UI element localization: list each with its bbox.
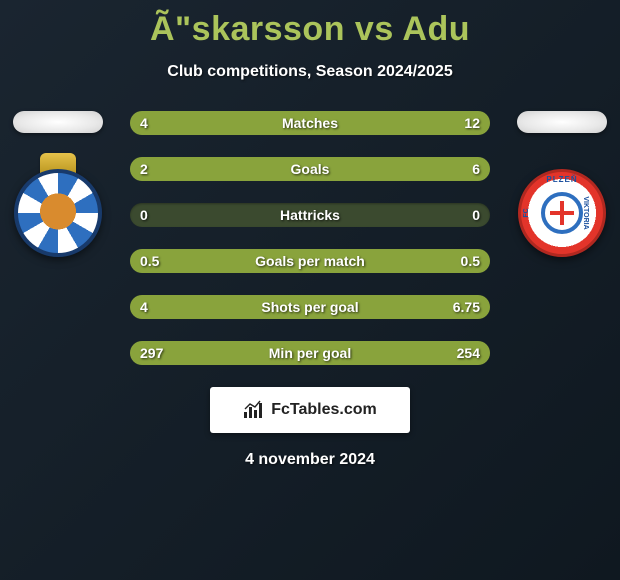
comparison-block: PLZEŇ FC VIKTORIA 4 12 Matches 2 6 Goals 0 0 Hat… <box>0 111 620 365</box>
crest-text-left: FC <box>523 208 530 217</box>
stat-label: Hattricks <box>280 207 340 223</box>
stat-value-right: 0 <box>472 207 480 223</box>
stat-rows: 4 12 Matches 2 6 Goals 0 0 Hattricks 0.5 0.5 Goals … <box>130 111 490 365</box>
crest-graphic-left <box>14 169 102 257</box>
stat-value-right: 254 <box>457 345 480 361</box>
club-crest-left <box>14 169 102 257</box>
stat-value-right: 6 <box>472 161 480 177</box>
stat-fill-right <box>220 111 490 135</box>
club-right: PLZEŇ FC VIKTORIA <box>512 111 612 257</box>
player-pill-left <box>13 111 103 133</box>
crest-text-right: VIKTORIA <box>582 196 589 229</box>
stat-bar: 297 254 Min per goal <box>130 341 490 365</box>
stat-value-left: 4 <box>140 299 148 315</box>
subtitle: Club competitions, Season 2024/2025 <box>0 63 620 81</box>
fctables-label: FcTables.com <box>271 401 377 419</box>
stat-value-left: 0 <box>140 207 148 223</box>
stat-value-left: 297 <box>140 345 163 361</box>
stat-label: Goals <box>291 161 330 177</box>
club-crest-right: PLZEŇ FC VIKTORIA <box>518 169 606 257</box>
club-left <box>8 111 108 257</box>
stat-value-left: 2 <box>140 161 148 177</box>
date-text: 4 november 2024 <box>0 451 620 469</box>
stat-label: Shots per goal <box>261 299 358 315</box>
stat-label: Goals per match <box>255 253 365 269</box>
crest-text-top: PLZEŇ <box>546 175 577 184</box>
stat-bar: 4 12 Matches <box>130 111 490 135</box>
stat-fill-right <box>220 157 490 181</box>
stat-value-left: 0.5 <box>140 253 159 269</box>
stat-bar: 0.5 0.5 Goals per match <box>130 249 490 273</box>
player-pill-right <box>517 111 607 133</box>
stat-value-right: 6.75 <box>453 299 480 315</box>
page-title: Ã"skarsson vs Adu <box>0 0 620 49</box>
bar-chart-icon <box>243 400 265 420</box>
stat-value-right: 0.5 <box>461 253 480 269</box>
stat-fill-left <box>130 295 263 319</box>
stat-bar: 0 0 Hattricks <box>130 203 490 227</box>
stat-value-left: 4 <box>140 115 148 131</box>
stat-label: Min per goal <box>269 345 351 361</box>
stat-label: Matches <box>282 115 338 131</box>
stat-value-right: 12 <box>464 115 480 131</box>
fctables-badge[interactable]: FcTables.com <box>210 387 410 433</box>
stat-bar: 4 6.75 Shots per goal <box>130 295 490 319</box>
stat-bar: 2 6 Goals <box>130 157 490 181</box>
